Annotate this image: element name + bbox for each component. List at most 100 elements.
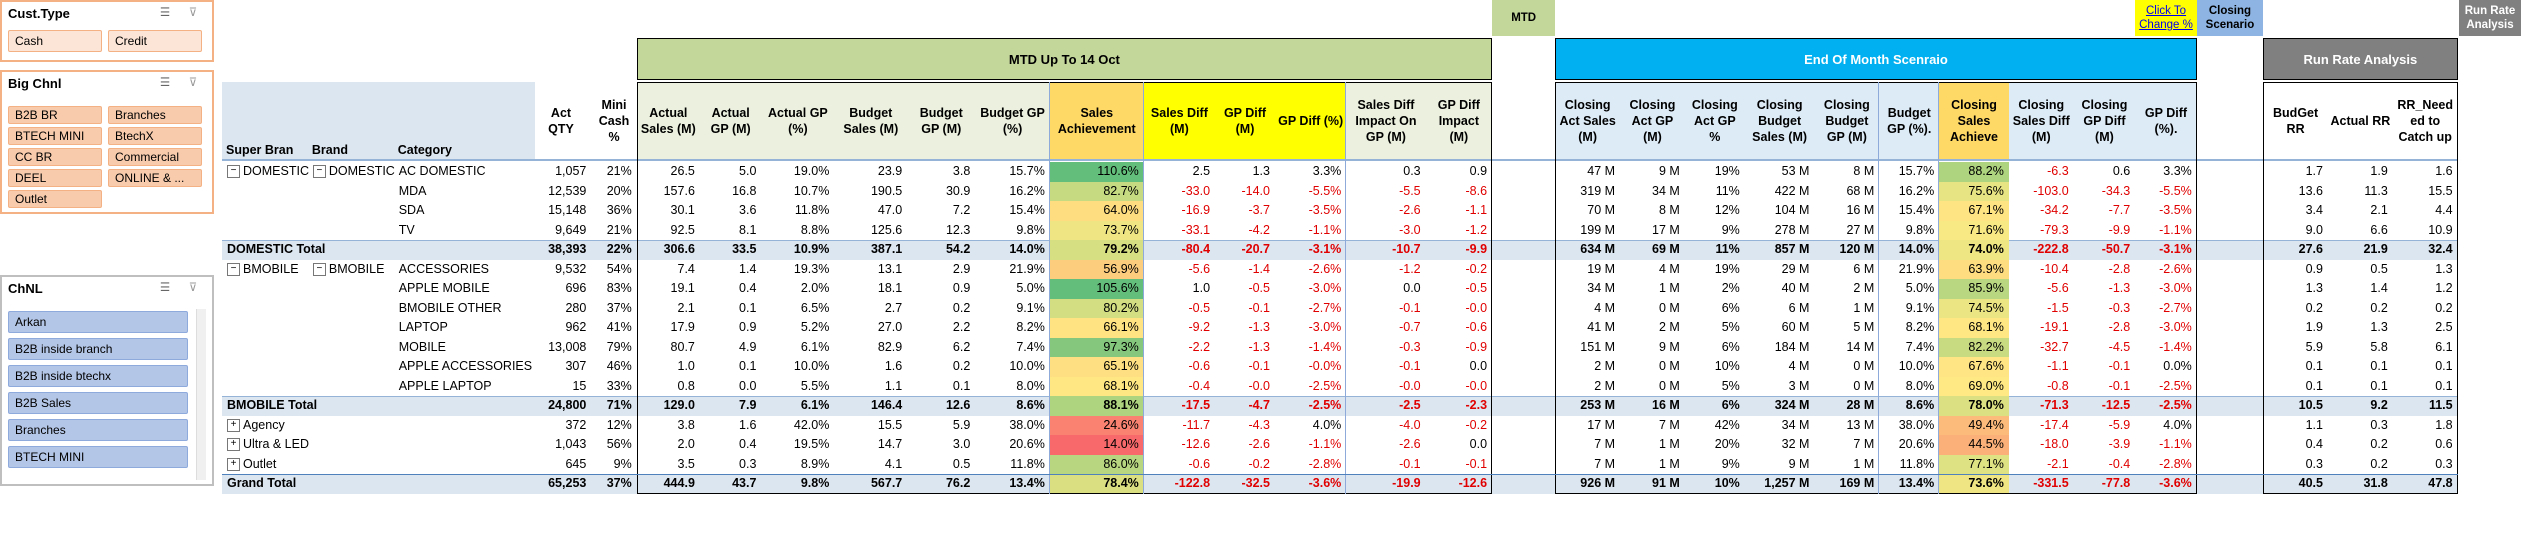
value-cell: -5.6 [2047,281,2069,295]
value-cell: 19.3% [793,261,830,276]
value-cell: -20.7 [1241,242,1270,256]
label: DOMESTIC [243,164,309,178]
value-cell: 0.9 [952,281,971,295]
slicer-item[interactable]: BTECH MINI [8,446,188,468]
value-cell: 2.2 [952,320,971,334]
value-cell: 0.5 [952,456,971,471]
clear-filter-icon[interactable]: ⊽ [188,282,198,294]
label: BMOBILE [243,261,299,276]
value-cell: 28 M [1846,398,1875,412]
value-cell: -5.5% [2159,183,2192,198]
slicer-item[interactable]: Commercial [108,148,202,166]
value-cell: 60 M [1781,320,1810,334]
value-cell: 190.5 [870,183,903,198]
value-cell: 26.5 [670,164,695,178]
run-rate-button[interactable]: Run Rate Analysis [2459,0,2521,36]
value-cell: 83% [606,281,632,295]
expand-icon[interactable]: + [227,418,240,432]
slicer-item[interactable]: DEEL [8,169,102,187]
slicer-item[interactable]: Arkan [8,311,188,333]
closing-scenario-button[interactable]: Closing Scenario [2196,0,2264,36]
slicer-item[interactable]: Outlet [8,190,102,208]
slicer-item[interactable]: ONLINE & ... [108,169,202,187]
value-cell: 0.2 [2305,300,2323,315]
slicer-item[interactable]: Branches [8,419,188,441]
value-cell: 7.9 [739,398,757,412]
value-cell: 2.1 [677,300,695,315]
value-cell: 6% [1721,300,1740,315]
slicer-item[interactable]: Cash [8,30,102,52]
slicer-item[interactable]: B2B inside btechx [8,365,188,387]
slicer-item[interactable]: BtechX [108,127,202,145]
clear-filter-icon[interactable]: ⊽ [188,77,198,89]
value-cell: 2.9 [952,261,971,276]
slicer-item[interactable]: B2B Sales [8,392,188,414]
category-cell: APPLE LAPTOP [394,377,535,397]
label: LAPTOP [398,320,448,334]
category-cell: APPLE MOBILE [394,279,535,299]
value-cell: -3.0% [1308,320,1342,334]
value-cell: 79.2% [1049,240,1144,260]
expand-icon[interactable]: − [227,262,240,276]
value-cell: -0.1 [1248,300,1270,315]
clear-filter-icon[interactable]: ⊽ [188,7,198,19]
value-cell: 14.0% [1898,242,1935,256]
expand-icon[interactable]: + [227,457,240,471]
value-cell: 74.0% [1939,240,2009,260]
column-divider [1938,82,1940,494]
group-cell: + Outlet [222,455,308,475]
slicer-item[interactable]: B2B BR [8,106,102,124]
value-cell: 422 M [1774,183,1810,198]
slicer-item[interactable]: Branches [108,106,202,124]
value-cell: 13.4% [1898,476,1935,490]
value-cell: 32.4 [2428,242,2453,256]
slicer-item[interactable]: CC BR [8,148,102,166]
value-cell: 157.6 [663,183,695,198]
value-cell: -0.6 [1465,320,1488,334]
expand-icon[interactable]: − [227,165,240,179]
expand-icon[interactable]: − [312,165,326,179]
value-cell: 38.0% [1009,417,1045,432]
click-to-change-button[interactable]: Click To Change % [2135,0,2197,36]
column-header: Brand [307,82,394,160]
value-cell: 77.1% [1939,454,2009,474]
value-cell: -14.0 [1241,183,1270,198]
slicer-item[interactable]: Credit [108,30,202,52]
expand-icon[interactable]: − [312,262,326,276]
expand-icon[interactable]: + [227,438,240,452]
value-cell: 0 M [1659,359,1680,373]
slicer-item[interactable]: BTECH MINI [8,127,102,145]
slicer-item[interactable]: B2B inside branch [8,338,188,360]
value-cell: 0.6 [2435,437,2453,451]
value-cell: 3.0 [952,437,971,451]
value-cell: 11.8% [1010,456,1045,471]
value-cell: -33.0 [1181,183,1211,198]
value-cell: 0.4 [2305,437,2323,451]
multi-select-icon[interactable]: ☰ [159,77,171,89]
value-cell: -9.2 [1188,320,1211,334]
value-cell: 324 M [1774,398,1810,412]
value-cell: -1.1% [1308,222,1342,237]
value-cell: 0.1 [2370,359,2388,373]
value-cell: -2.8 [2108,320,2131,334]
value-cell: 372 [565,417,587,432]
group-cell: DOMESTIC Total [222,240,325,260]
label: ACCESSORIES [398,261,490,276]
value-cell: 92.5 [670,222,695,237]
mtd-button[interactable]: MTD [1492,0,1556,36]
value-cell: 43.7 [732,476,757,490]
value-cell: 0.2 [952,359,971,373]
multi-select-icon[interactable]: ☰ [159,7,171,19]
multi-select-icon[interactable]: ☰ [159,282,171,294]
value-cell: 10.0% [793,359,830,373]
value-cell: 6% [1721,398,1740,412]
value-cell: 56.9% [1049,259,1144,279]
value-cell: 6 M [1853,261,1875,276]
group-cell: + Agency [222,416,308,436]
group-cell: Grand Total [222,474,308,494]
value-cell: 91 M [1652,476,1680,490]
value-cell: 74.5% [1939,298,2009,318]
value-cell: 1.0 [1192,281,1211,295]
value-cell: 38,393 [548,242,587,256]
value-cell: 19% [1714,261,1740,276]
